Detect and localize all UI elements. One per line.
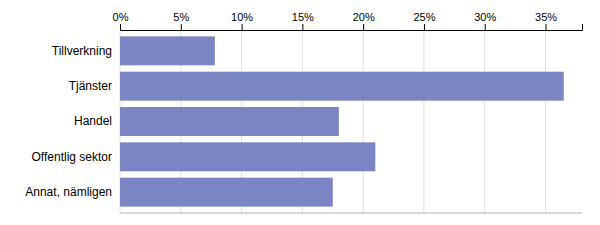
- plot: 0% 5% 10% 15% 20% 25% 30% 35% Annat, nämligen Off…: [25, 11, 582, 213]
- x-tick-label: 0%: [113, 11, 129, 23]
- y-tick: Tillverkning: [52, 44, 112, 58]
- grid-line: [545, 30, 546, 213]
- bar: [120, 107, 339, 136]
- x-tick-label: 10%: [231, 11, 253, 23]
- x-tick-label: 15%: [292, 11, 314, 23]
- x-tick-label: 25%: [413, 11, 435, 23]
- bars: [120, 36, 564, 206]
- x-tick: 15%: [292, 11, 314, 30]
- x-axis: 0% 5% 10% 15% 20% 25% 30% 35%: [113, 11, 583, 31]
- x-tick: 20%: [353, 11, 375, 30]
- grid-line: [484, 30, 485, 213]
- chart: 0% 5% 10% 15% 20% 25% 30% 35% Annat, nämligen Off…: [0, 0, 600, 225]
- grid-line: [363, 30, 364, 213]
- plot-frame: [120, 213, 582, 214]
- x-tick-mark: [242, 24, 243, 30]
- y-tick-label: Tjänster: [69, 79, 112, 93]
- bar: [120, 36, 215, 65]
- x-tick-label: 5%: [173, 11, 189, 23]
- x-tick-label: 20%: [353, 11, 375, 23]
- x-tick-mark: [485, 24, 486, 30]
- x-tick: 10%: [231, 11, 253, 30]
- x-tick: 30%: [474, 11, 496, 30]
- x-tick: 25%: [413, 11, 435, 30]
- y-tick-label: Handel: [74, 114, 112, 128]
- bar: [120, 178, 333, 207]
- x-tick-mark: [546, 24, 547, 30]
- y-tick-label: Offentlig sektor: [32, 150, 112, 164]
- grid: [120, 30, 546, 213]
- x-tick-mark: [302, 24, 303, 30]
- y-tick: Handel: [74, 114, 112, 128]
- y-tick-label: Annat, nämligen: [25, 185, 112, 199]
- x-tick-label: 30%: [474, 11, 496, 23]
- x-tick-mark: [120, 24, 121, 30]
- y-tick: Offentlig sektor: [32, 150, 112, 164]
- grid-line: [423, 30, 424, 213]
- x-tick-mark: [181, 24, 182, 30]
- x-tick: 0%: [113, 11, 129, 30]
- x-tick-mark: [363, 24, 364, 30]
- x-tick: 5%: [173, 11, 189, 30]
- y-tick: Annat, nämligen: [25, 185, 112, 199]
- x-axis-line: [121, 24, 583, 31]
- y-tick-label: Tillverkning: [52, 44, 112, 58]
- x-tick-mark: [424, 24, 425, 30]
- x-tick: 35%: [535, 11, 557, 30]
- y-tick: Tjänster: [69, 79, 112, 93]
- bar: [120, 142, 375, 171]
- y-axis: Annat, nämligen Offentlig sektor Handel Tjä…: [25, 44, 112, 199]
- x-tick-label: 35%: [535, 11, 557, 23]
- bar: [120, 72, 564, 101]
